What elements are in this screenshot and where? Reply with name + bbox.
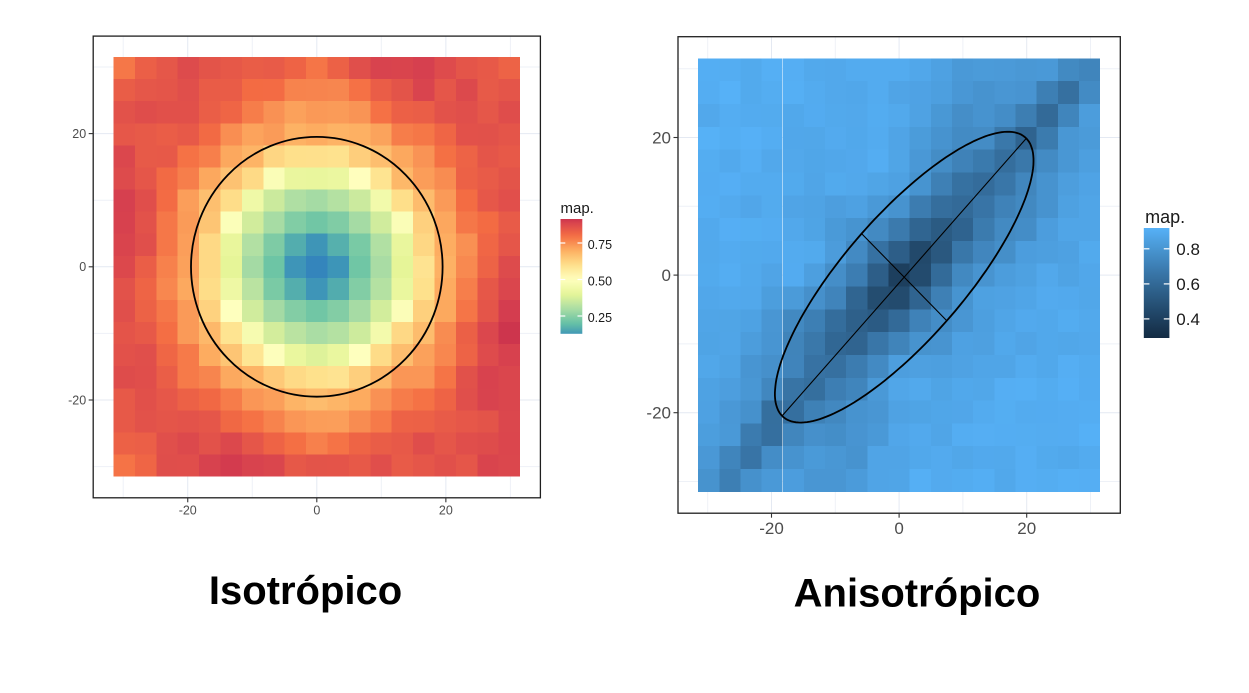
svg-text:-20: -20	[68, 393, 86, 407]
svg-text:0.6: 0.6	[1176, 275, 1200, 294]
svg-text:map.: map.	[561, 200, 594, 217]
svg-text:Anisotrópico: Anisotrópico	[794, 572, 1041, 616]
svg-text:0.25: 0.25	[588, 311, 612, 325]
svg-text:0: 0	[79, 260, 86, 274]
svg-text:0: 0	[662, 266, 671, 285]
svg-text:0: 0	[313, 503, 320, 517]
svg-text:0.75: 0.75	[588, 238, 612, 252]
svg-text:0.4: 0.4	[1176, 310, 1200, 329]
svg-text:-20: -20	[759, 519, 784, 538]
svg-text:20: 20	[72, 127, 86, 141]
svg-text:20: 20	[1017, 519, 1036, 538]
svg-text:map.: map.	[1145, 207, 1185, 227]
svg-text:Isotrópico: Isotrópico	[209, 569, 402, 613]
svg-text:0: 0	[894, 519, 903, 538]
svg-text:20: 20	[439, 503, 453, 517]
svg-text:-20: -20	[179, 503, 197, 517]
svg-text:-20: -20	[646, 404, 671, 423]
svg-text:0.50: 0.50	[588, 275, 612, 289]
svg-text:20: 20	[652, 129, 671, 148]
svg-text:0.8: 0.8	[1176, 240, 1200, 259]
